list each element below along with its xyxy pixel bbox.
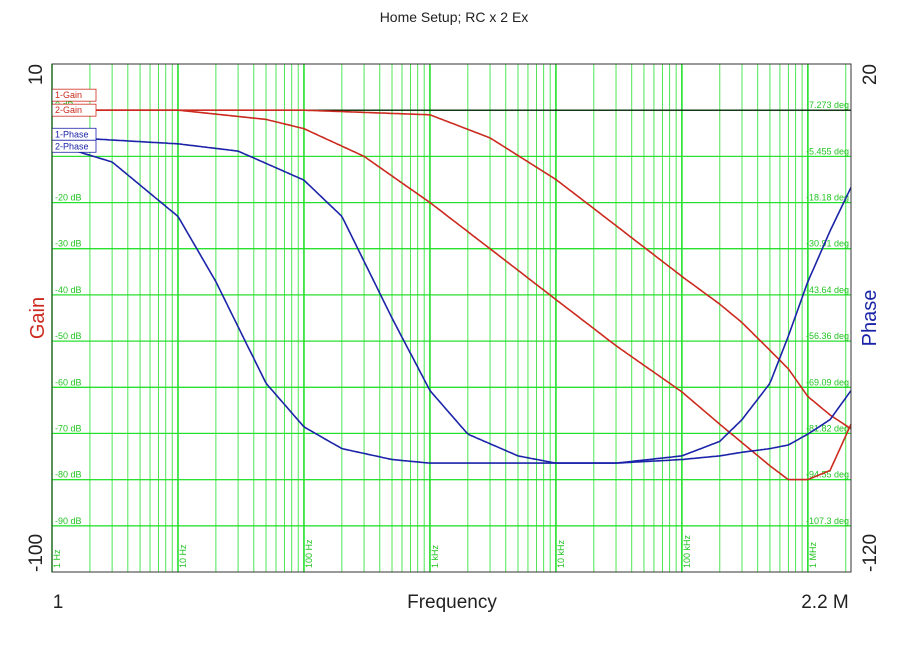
y-right-axis-label: Phase [859,290,881,347]
chart-title: Home Setup; RC x 2 Ex [380,9,529,25]
x-right-end-label: 2.2 M [801,592,849,613]
series-2-gain [52,109,852,481]
gain-grid-label: -80 dB [55,470,82,480]
phase-grid-label: -69.09 deg [806,377,849,387]
phase-grid-label: -56.36 deg [806,331,849,341]
legend-entry: 1-Phase [55,129,89,139]
legend: 1-Gain 2-Gain 1-Phase 2-Phase [51,88,97,153]
phase-grid-label: -94.55 deg [806,470,849,480]
legend-entry: 2-Gain [55,105,82,115]
phase-grid-label: -43.64 deg [806,285,849,295]
legend-entry: 1-Gain [55,90,82,100]
gain-grid-label: -60 dB [55,377,82,387]
gain-grid-label: -40 dB [55,285,82,295]
frequency-grid-label: 100 Hz [304,539,314,568]
phase-grid-label: -81.82 deg [806,423,849,433]
gain-grid-label: -90 dB [55,516,82,526]
frequency-grid-label: 1 MHz [808,541,818,568]
frequency-grid-label: 100 kHz [682,534,692,568]
frequency-grid-label: 1 Hz [52,549,62,568]
gain-grid-label: -70 dB [55,423,82,433]
legend-entry: 2-Phase [55,141,89,151]
phase-grid-label: -5.455 deg [806,146,849,156]
x-axis-label: Frequency [407,592,497,613]
series-layer [51,109,852,481]
phase-grid-label: -30.91 deg [806,239,849,249]
y-right-top-label: 20 [860,64,881,85]
x-left-end-label: 1 [53,592,64,613]
series-1-phase [51,135,852,464]
y-left-axis-label: Gain [27,297,49,339]
gain-grid-label: -50 dB [55,331,82,341]
series-2-phase [51,143,852,464]
frequency-grid-label: 1 kHz [430,544,440,568]
grid-labels: 0 dB-20 dB-30 dB-40 dB-50 dB-60 dB-70 dB… [52,100,849,568]
plot-frame [51,63,852,573]
frequency-grid-label: 10 Hz [178,544,188,568]
y-left-bottom-label: -100 [26,534,47,572]
y-right-bottom-label: -120 [860,534,881,572]
phase-grid-label: 7.273 deg [809,100,849,110]
gain-grid-label: -20 dB [55,193,82,203]
plot-frame-outline [51,63,852,573]
phase-grid-label: -107.3 deg [806,516,849,526]
frequency-grid-label: 10 kHz [556,539,566,568]
phase-grid-label: -18.18 deg [806,193,849,203]
gain-grid-label: -30 dB [55,239,82,249]
y-left-top-label: 10 [26,64,47,85]
